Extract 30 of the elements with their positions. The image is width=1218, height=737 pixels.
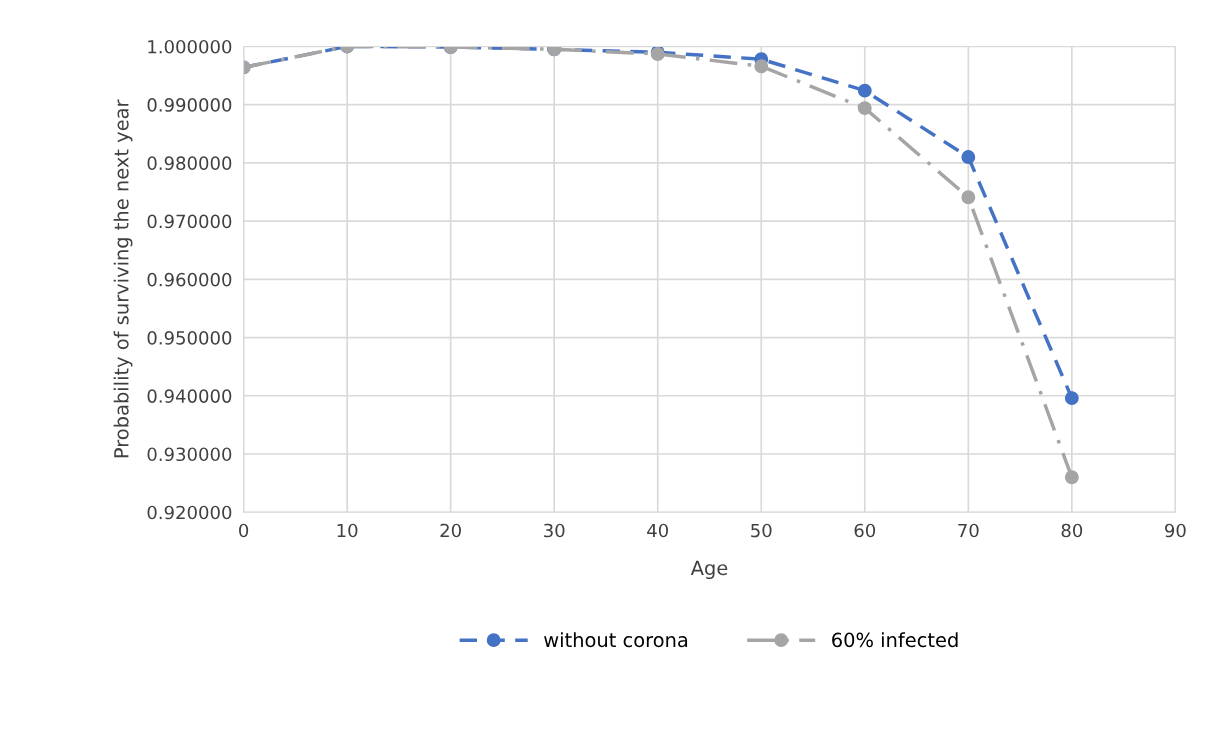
legend-label: 60% infected — [832, 632, 958, 648]
x-tick-label: 10 — [337, 523, 358, 538]
x-tick-label: 80 — [1061, 523, 1083, 538]
y-tick-label: 0.950000 — [147, 331, 232, 345]
point — [1064, 470, 1079, 485]
y-tick-label: 0.990000 — [147, 98, 232, 112]
x-tick-label: 70 — [958, 523, 979, 538]
x-tick-label: 60 — [854, 523, 876, 538]
point — [857, 83, 872, 98]
x-tick-label: 20 — [440, 523, 461, 538]
y-tick-label: 0.970000 — [147, 214, 232, 229]
y-tick-label: 0.920000 — [147, 505, 232, 520]
x-tick-label: 90 — [1165, 523, 1186, 538]
y-axis-title: Probability of surviving the next year — [113, 99, 133, 458]
legend-label: without corona — [544, 632, 688, 648]
y-tick-label: 0.940000 — [147, 389, 232, 403]
y-tick-label: 0.980000 — [147, 156, 232, 170]
y-tick-label: 0.960000 — [147, 272, 232, 287]
point — [961, 150, 976, 164]
x-tick-label: 40 — [647, 523, 669, 538]
point — [754, 59, 769, 74]
x-tick-label: 50 — [751, 523, 772, 538]
y-tick-label: 1.000000 — [148, 39, 232, 54]
x-tick-label: 0 — [239, 523, 249, 538]
y-tick-label: 0.930000 — [147, 447, 232, 462]
x-tick-label: 30 — [544, 523, 565, 538]
point — [1064, 391, 1079, 406]
point — [857, 101, 872, 116]
point — [961, 190, 976, 205]
x-axis-title: Age — [690, 560, 728, 580]
